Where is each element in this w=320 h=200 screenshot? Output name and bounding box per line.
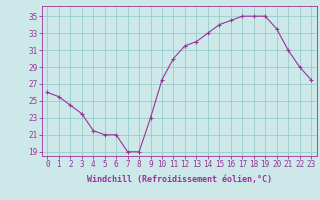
X-axis label: Windchill (Refroidissement éolien,°C): Windchill (Refroidissement éolien,°C) [87,175,272,184]
